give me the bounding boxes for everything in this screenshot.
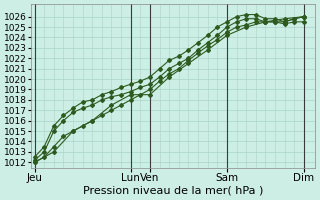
X-axis label: Pression niveau de la mer( hPa ): Pression niveau de la mer( hPa ) [83,186,263,196]
